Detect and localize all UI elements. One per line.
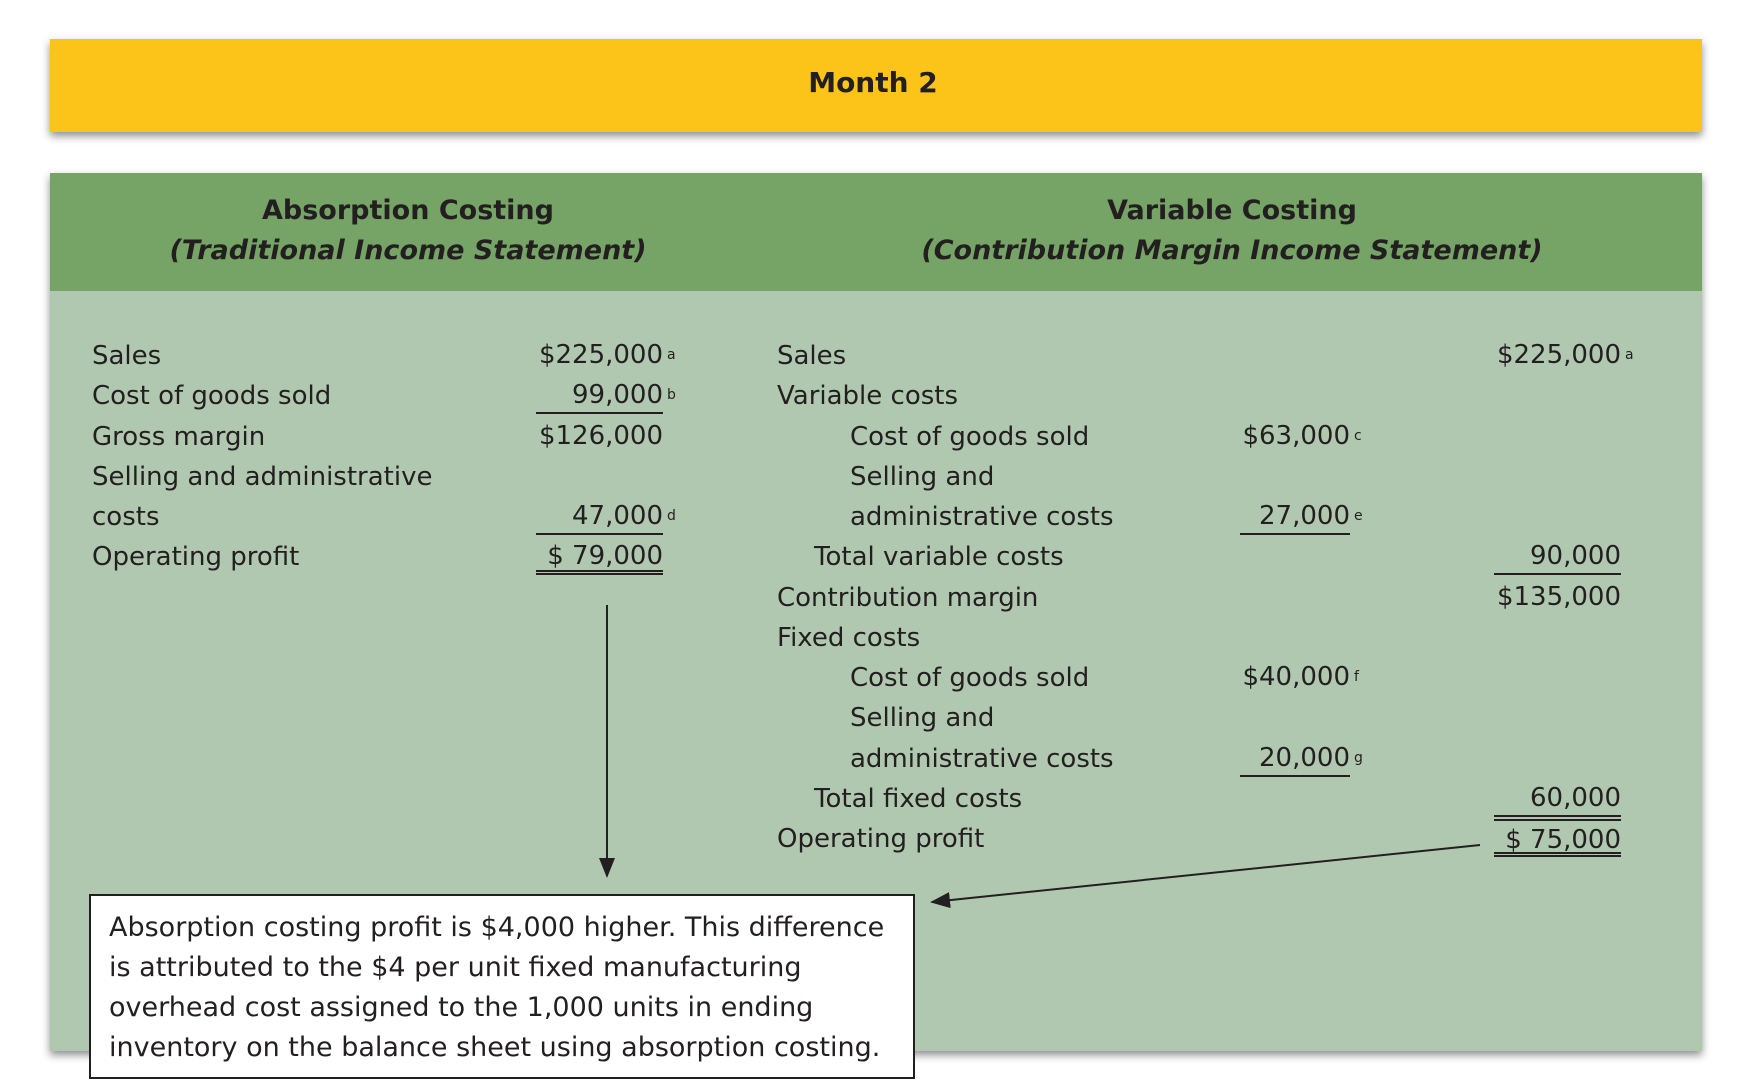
footnote-mark: a [667, 347, 676, 363]
row-label: Sales [92, 336, 161, 376]
row-value: $63,000 c [1240, 417, 1361, 455]
row-label: Cost of goods sold [850, 658, 1089, 698]
row-total-text: $ 75,000 [1505, 825, 1621, 855]
row-total: $ 75,000 [1494, 819, 1621, 857]
footnote-wrap: f [1352, 658, 1359, 702]
row-label-text: Operating profit [92, 542, 300, 573]
row-value: $126,000 [536, 417, 663, 455]
row-total: 90,000 [1494, 537, 1621, 576]
row-value: $225,000 a [536, 336, 676, 374]
column-title: Absorption Costing [262, 195, 554, 226]
footnote-wrap: d [665, 497, 676, 541]
row-value-text: 27,000 [1259, 501, 1350, 531]
note-line: is attributed to the $4 per unit fixed m… [109, 952, 802, 983]
row-label-text: Variable costs [777, 381, 959, 412]
footnote-mark: c [1354, 427, 1362, 444]
note-line: Absorption costing profit is $4,000 high… [109, 912, 885, 943]
row-value-text: $63,000 [1242, 420, 1350, 451]
footnote-wrap: a [665, 336, 676, 380]
row-label-text: costs [92, 502, 160, 532]
row-label: Selling and [850, 457, 994, 497]
note-box: Absorption costing profit is $4,000 high… [89, 894, 915, 1079]
row-value: 99,000 b [536, 376, 676, 415]
row-label: Selling and administrative [92, 457, 432, 497]
footnote-mark: a [1625, 347, 1634, 363]
row-label: Cost of goods sold [850, 417, 1089, 457]
panel-header [50, 173, 1702, 291]
row-label-text: Sales [92, 341, 162, 371]
row-total: $135,000 [1494, 578, 1621, 616]
row-label: Sales [777, 336, 846, 376]
row-label: Selling and [850, 698, 994, 738]
row-total-text: $225,000 [1496, 340, 1621, 370]
footnote-wrap: g [1352, 739, 1363, 783]
arrow [930, 844, 1481, 909]
row-value: $40,000 f [1240, 658, 1358, 696]
row-total: 60,000 [1494, 779, 1621, 817]
row-value: 27,000 e [1240, 497, 1363, 535]
row-label-text: Selling and [850, 461, 995, 492]
row-value-text: 99,000 [572, 380, 663, 411]
row-value-text: 47,000 [572, 501, 663, 531]
row-value: 20,000 g [1240, 739, 1363, 777]
row-label-text: Selling and administrative [92, 461, 433, 492]
column-subtitle: (Traditional Income Statement) [169, 235, 647, 266]
row-label: Operating profit [92, 537, 299, 577]
footnote-wrap: c [1352, 417, 1362, 461]
row-label-text: Cost of goods sold [850, 663, 1090, 693]
row-label-text: Total fixed costs [814, 783, 1023, 814]
row-label-text: Cost of goods sold [92, 381, 332, 412]
column-subtitle: (Contribution Margin Income Statement) [921, 235, 1543, 266]
footnote-mark: b [667, 387, 676, 404]
footnote-mark: e [1354, 508, 1363, 524]
row-value-text: $ 79,000 [547, 541, 663, 572]
row-label: Gross margin [92, 417, 265, 457]
row-label: costs [92, 497, 160, 537]
row-label: administrative costs [850, 497, 1114, 537]
row-value: 47,000 d [536, 497, 676, 535]
row-label-text: Gross margin [92, 421, 266, 452]
column-title: Variable Costing [1107, 195, 1357, 226]
row-total-text: 90,000 [1530, 541, 1621, 572]
row-value-text: 20,000 [1259, 742, 1350, 773]
note-line: overhead cost assigned to the 1,000 unit… [109, 992, 814, 1023]
page-title: Month 2 [808, 66, 938, 99]
row-label-text: administrative costs [850, 743, 1114, 774]
footnote-mark: f [1354, 669, 1359, 685]
footnote-wrap: e [1352, 497, 1363, 541]
row-total-text: $135,000 [1496, 581, 1621, 612]
row-label: Total variable costs [814, 537, 1064, 577]
row-value-text: $126,000 [538, 420, 663, 451]
footnote-wrap: a [1623, 336, 1634, 380]
row-label: administrative costs [850, 739, 1114, 779]
row-total-text: 60,000 [1530, 782, 1621, 813]
row-label-text: Contribution margin [777, 582, 1039, 613]
title-bar [50, 39, 1702, 132]
note-line: inventory on the balance sheet using abs… [109, 1032, 881, 1063]
footnote-wrap: b [665, 376, 676, 420]
row-label: Contribution margin [777, 578, 1038, 618]
row-label: Variable costs [777, 376, 958, 416]
row-value: $ 79,000 [536, 537, 663, 576]
row-label-text: Operating profit [777, 824, 985, 854]
row-label: Total fixed costs [814, 779, 1022, 819]
row-label-text: Fixed costs [777, 622, 921, 653]
row-total: $225,000 a [1494, 336, 1634, 374]
row-value-text: $40,000 [1242, 662, 1350, 692]
row-value-text: $225,000 [538, 340, 663, 370]
row-label: Fixed costs [777, 618, 920, 658]
row-label-text: Sales [777, 341, 847, 371]
row-label: Cost of goods sold [92, 376, 331, 416]
footnote-mark: d [667, 508, 676, 524]
row-label-text: Total variable costs [814, 542, 1064, 573]
footnote-mark: g [1354, 749, 1363, 766]
row-label-text: Selling and [850, 703, 995, 734]
row-label-text: Cost of goods sold [850, 421, 1090, 452]
row-label: Operating profit [777, 819, 984, 859]
row-label-text: administrative costs [850, 502, 1114, 532]
